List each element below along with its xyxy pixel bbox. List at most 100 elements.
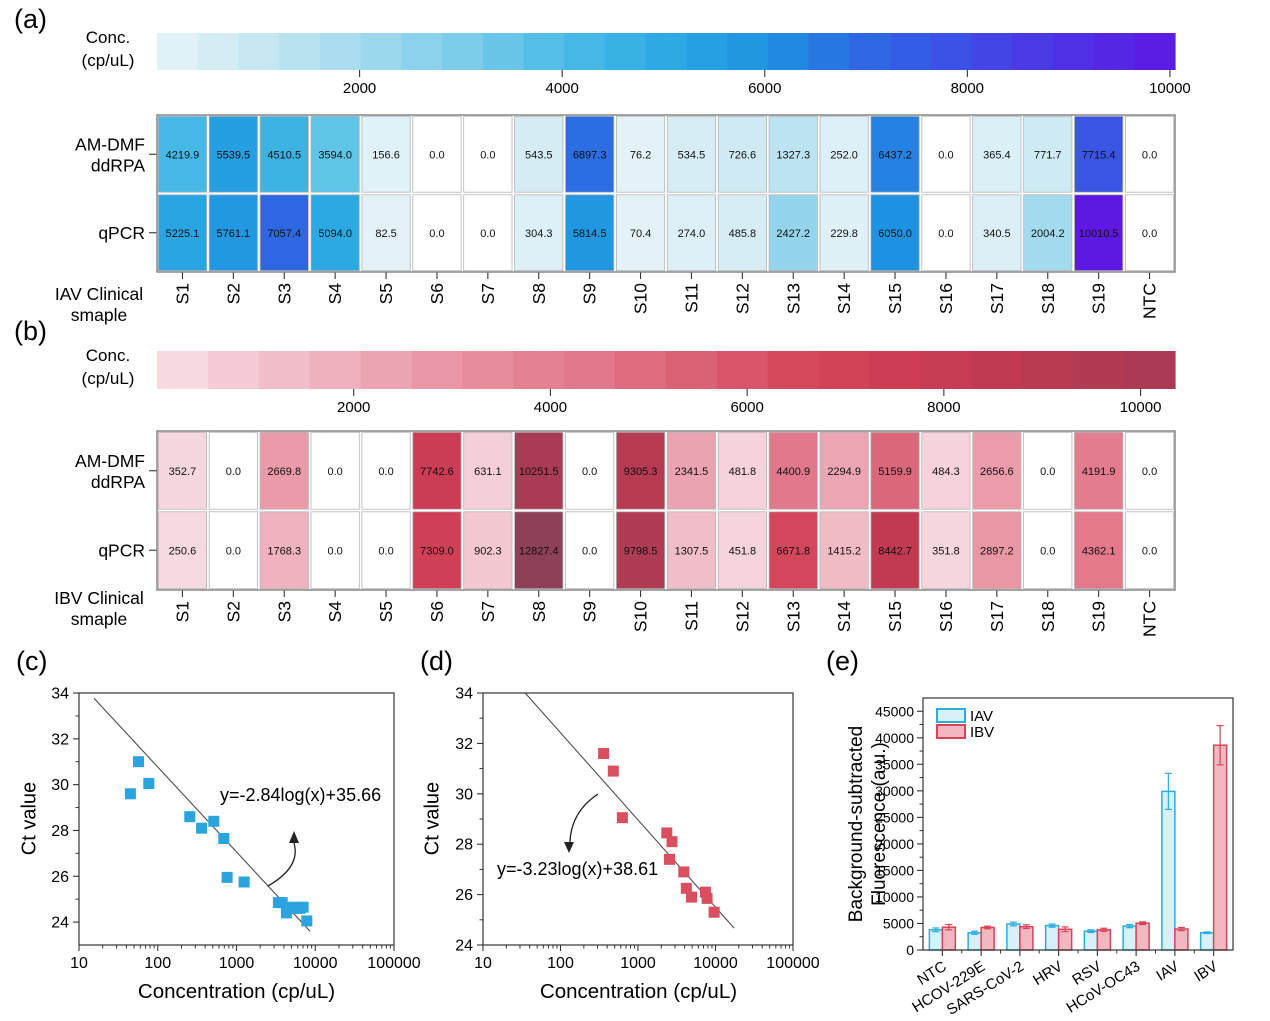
data-point bbox=[701, 892, 713, 904]
heatmap-cell-value: 4362.1 bbox=[1082, 545, 1116, 557]
data-point bbox=[184, 811, 196, 823]
heatmap-a-axis-label: IAV Clinical smaple bbox=[40, 284, 158, 326]
bar-ibv bbox=[1212, 744, 1228, 951]
colorbar-tick-label: 4000 bbox=[534, 399, 567, 416]
heatmap-cell-value: 0.0 bbox=[1040, 466, 1055, 478]
heatmap-cell-value: 12827.4 bbox=[519, 545, 559, 557]
data-point bbox=[297, 901, 309, 913]
colorbar-segment bbox=[1012, 33, 1054, 70]
heatmap-cell-value: 0.0 bbox=[226, 545, 241, 557]
y-tick-label: 35000 bbox=[875, 756, 914, 772]
heatmap-cell bbox=[870, 511, 920, 590]
heatmap-cell-value: 0.0 bbox=[938, 228, 953, 240]
heatmap-col-label: S13 bbox=[783, 601, 803, 632]
heatmap-cell-value: 2004.2 bbox=[1031, 228, 1065, 240]
bar-e-ylabel-line1: Background-subtracted bbox=[846, 725, 867, 923]
colorbar-segment bbox=[207, 351, 260, 389]
colorbar-segment bbox=[564, 351, 616, 389]
heatmap-col-label: S17 bbox=[987, 283, 1007, 314]
colorbar-segment bbox=[309, 351, 362, 389]
heatmap-cell-value: 5539.5 bbox=[217, 149, 251, 161]
heatmap-col-label: S14 bbox=[834, 601, 854, 632]
colorbar-segment bbox=[890, 33, 932, 70]
heatmap-cell bbox=[972, 511, 1022, 590]
scatter-d-xlabel: Concentration (cp/uL) bbox=[539, 980, 738, 1003]
heatmap-col-label: S3 bbox=[274, 283, 294, 304]
heatmap-col-label: S7 bbox=[478, 601, 498, 622]
heatmap-cell bbox=[361, 194, 411, 272]
heatmap-cell-value: 10251.5 bbox=[519, 466, 559, 478]
heatmap-cell-value: 365.4 bbox=[983, 149, 1011, 161]
panel-label-e: (e) bbox=[826, 646, 859, 676]
legend-label-iav: IAV bbox=[970, 708, 994, 725]
heatmap-cell-value: 9798.5 bbox=[624, 545, 658, 557]
colorbar-tick-label: 10000 bbox=[1120, 399, 1162, 416]
x-tick-label: 10 bbox=[474, 955, 492, 972]
heatmap-cell bbox=[921, 511, 971, 590]
heatmap-cell bbox=[412, 431, 462, 510]
bar-iav bbox=[1044, 924, 1060, 951]
colorbar-segment bbox=[157, 351, 209, 389]
colorbar-a-title-line1: Conc. bbox=[85, 28, 131, 47]
data-point bbox=[221, 871, 233, 883]
heatmap-a-axis-label-line1: IAV Clinical bbox=[54, 284, 144, 304]
y-tick-label: 45000 bbox=[875, 703, 914, 719]
data-point bbox=[607, 765, 619, 777]
colorbar-tick-label: 10000 bbox=[1149, 80, 1191, 97]
heatmap-cell-value: 0.0 bbox=[582, 466, 597, 478]
data-point bbox=[196, 822, 208, 834]
heatmap-row-label: qPCR bbox=[98, 540, 145, 560]
heatmap-cell-value: 2341.5 bbox=[675, 466, 709, 478]
heatmap-row-label: qPCR bbox=[98, 223, 145, 243]
heatmap-col-label: S5 bbox=[376, 283, 396, 304]
heatmap-cell bbox=[463, 431, 513, 510]
colorbar-segment bbox=[818, 351, 871, 389]
y-tick-label: 20000 bbox=[875, 836, 914, 852]
heatmap-cell bbox=[666, 115, 716, 193]
heatmap-cell-value: 0.0 bbox=[378, 545, 393, 557]
data-point bbox=[238, 876, 250, 888]
colorbar-segment bbox=[869, 351, 922, 389]
colorbar-segment bbox=[716, 351, 769, 389]
heatmap-cell bbox=[717, 115, 767, 193]
heatmap-cell bbox=[310, 511, 360, 590]
heatmap-cell bbox=[768, 115, 818, 193]
heatmap-cell-value: 340.5 bbox=[983, 228, 1011, 240]
y-tick-label: 15000 bbox=[875, 862, 914, 878]
data-point bbox=[276, 897, 288, 909]
x-tick-label: 10000 bbox=[693, 955, 738, 972]
fit-line bbox=[524, 692, 735, 929]
heatmap-cell bbox=[463, 115, 513, 193]
x-category-label: IBV bbox=[1191, 958, 1221, 985]
y-tick-label: 40000 bbox=[875, 730, 914, 746]
panel-b-heatmap: 352.7 0.0 2669.8 0.0 0.0 7742.6 631.1 10251.5 0.… bbox=[75, 430, 1176, 637]
heatmap-cell-value: 5159.9 bbox=[878, 466, 912, 478]
heatmap-cell-value: 252.0 bbox=[830, 149, 858, 161]
heatmap-col-label: NTC bbox=[1140, 283, 1160, 319]
heatmap-cell bbox=[1074, 194, 1124, 272]
data-point bbox=[661, 827, 673, 839]
heatmap-cell-value: 82.5 bbox=[375, 228, 396, 240]
colorbar-segment bbox=[767, 351, 820, 389]
heatmap-col-label: S1 bbox=[172, 283, 192, 304]
heatmap-cell-value: 250.6 bbox=[169, 545, 197, 557]
colorbar-segment bbox=[971, 33, 1013, 70]
panel-c-scatter: 24 26 28 30 32 34 10 100 1000 10000 100000 bbox=[51, 686, 421, 973]
heatmap-cell bbox=[565, 511, 615, 590]
heatmap-cell-value: 7057.4 bbox=[267, 228, 301, 240]
scatter-d-equation: y=-3.23log(x)+38.61 bbox=[497, 859, 659, 879]
heatmap-cell bbox=[1023, 431, 1073, 510]
heatmap-cell bbox=[616, 194, 666, 272]
heatmap-cell-value: 7742.6 bbox=[420, 466, 454, 478]
colorbar-segment bbox=[604, 33, 647, 70]
heatmap-cell bbox=[972, 115, 1022, 193]
heatmap-cell-value: 0.0 bbox=[1142, 149, 1157, 161]
bar-iav bbox=[1006, 923, 1021, 951]
colorbar-segment bbox=[1124, 351, 1176, 389]
heatmap-cell-value: 6671.8 bbox=[776, 545, 810, 557]
panel-label-a: (a) bbox=[14, 4, 47, 34]
heatmap-cell bbox=[412, 194, 462, 272]
data-point bbox=[143, 778, 155, 789]
heatmap-col-label: S18 bbox=[1038, 283, 1058, 314]
